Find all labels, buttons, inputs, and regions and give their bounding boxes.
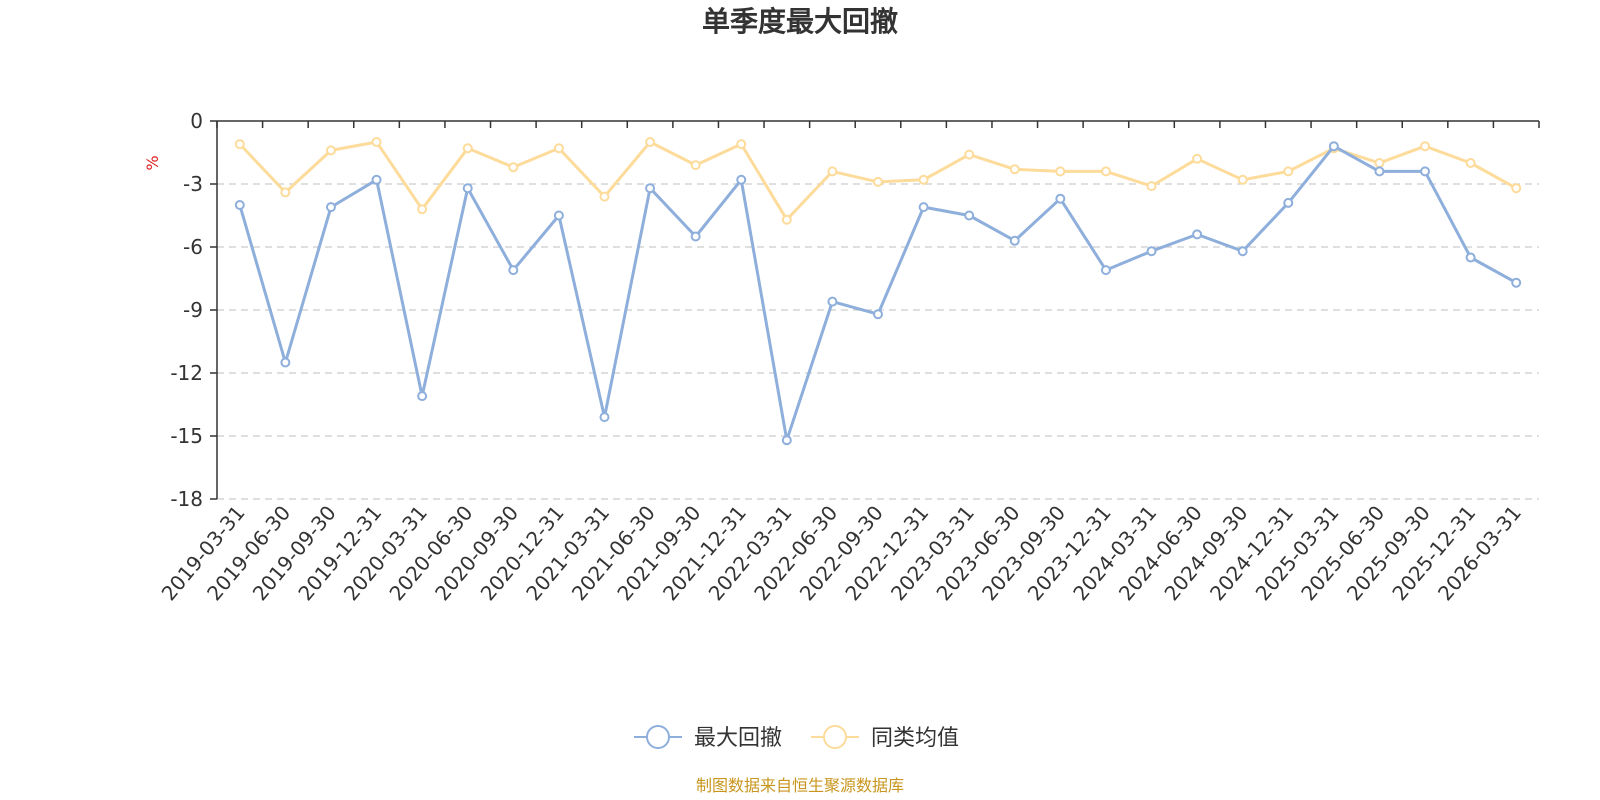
data-point[interactable] <box>280 357 291 368</box>
data-point[interactable] <box>462 143 473 154</box>
legend-label: 最大回撤 <box>694 726 782 751</box>
data-point[interactable] <box>1420 166 1431 177</box>
data-point[interactable] <box>417 391 428 402</box>
legend-circle-icon <box>823 725 847 749</box>
data-point[interactable] <box>736 139 747 150</box>
y-tick-label: -18 <box>170 487 203 511</box>
data-point[interactable] <box>1283 166 1294 177</box>
series-line <box>238 144 1517 442</box>
legend-item-max-drawdown[interactable]: 最大回撤 <box>634 725 782 751</box>
data-point[interactable] <box>690 160 701 171</box>
data-point[interactable] <box>1009 235 1020 246</box>
data-point[interactable] <box>1283 197 1294 208</box>
data-point[interactable] <box>553 210 564 221</box>
grid-lines <box>217 183 1539 500</box>
data-point[interactable] <box>599 191 610 202</box>
data-point[interactable] <box>690 231 701 242</box>
data-point[interactable] <box>1100 166 1111 177</box>
data-point[interactable] <box>1192 153 1203 164</box>
data-point[interactable] <box>1465 252 1476 263</box>
y-tick-label: -12 <box>170 361 203 385</box>
data-point[interactable] <box>873 176 883 187</box>
data-point[interactable] <box>781 435 792 446</box>
data-point[interactable] <box>964 149 975 160</box>
data-point[interactable] <box>873 309 883 320</box>
data-point[interactable] <box>1100 265 1111 276</box>
data-point[interactable] <box>1237 246 1248 257</box>
data-point[interactable] <box>508 162 519 173</box>
data-point[interactable] <box>1374 166 1385 177</box>
legend-item-peer-average[interactable]: 同类均值 <box>811 725 959 751</box>
data-point[interactable] <box>1146 181 1157 192</box>
data-point[interactable] <box>1055 193 1066 204</box>
y-tick-label: 0 <box>190 109 203 133</box>
data-point[interactable] <box>1055 166 1066 177</box>
data-point[interactable] <box>827 296 838 307</box>
data-point[interactable] <box>827 166 838 177</box>
data-point[interactable] <box>1511 183 1522 194</box>
data-point[interactable] <box>371 137 382 147</box>
chart-title: 单季度最大回撤 <box>702 5 898 38</box>
y-axis-unit: % <box>143 155 162 170</box>
series <box>234 137 1522 446</box>
data-point[interactable] <box>462 183 473 194</box>
data-point[interactable] <box>280 187 291 198</box>
data-point[interactable] <box>645 183 656 194</box>
y-tick-label: -3 <box>183 172 203 196</box>
data-point[interactable] <box>1146 246 1157 257</box>
y-tick-label: -6 <box>183 235 203 259</box>
data-point[interactable] <box>1420 141 1431 152</box>
data-point[interactable] <box>918 174 929 185</box>
data-point[interactable] <box>325 202 336 213</box>
data-point[interactable] <box>1237 174 1248 185</box>
data-point[interactable] <box>234 139 245 150</box>
data-point[interactable] <box>599 412 610 423</box>
data-point[interactable] <box>1009 164 1020 175</box>
series-peer-average <box>234 137 1522 225</box>
data-point[interactable] <box>736 174 747 185</box>
series-max-drawdown <box>234 141 1522 446</box>
data-point[interactable] <box>645 137 656 147</box>
y-tick-label: -9 <box>183 298 203 322</box>
data-point[interactable] <box>417 204 428 215</box>
data-point[interactable] <box>781 214 792 225</box>
data-point[interactable] <box>553 143 564 154</box>
data-point[interactable] <box>918 202 929 213</box>
legend[interactable]: 最大回撤 同类均值 <box>634 725 959 751</box>
data-point[interactable] <box>234 200 245 210</box>
data-point[interactable] <box>1328 141 1339 152</box>
data-point[interactable] <box>1465 158 1476 168</box>
data-point[interactable] <box>1511 277 1522 288</box>
data-point[interactable] <box>964 210 975 221</box>
y-tick-label: -15 <box>170 424 203 448</box>
data-point[interactable] <box>508 265 519 276</box>
source-note: 制图数据来自恒生聚源数据库 <box>696 776 904 795</box>
legend-label: 同类均值 <box>871 726 959 751</box>
data-point[interactable] <box>1192 229 1203 240</box>
legend-circle-icon <box>646 725 670 749</box>
data-point[interactable] <box>371 174 382 185</box>
data-point[interactable] <box>325 145 336 156</box>
data-point[interactable] <box>1374 158 1385 168</box>
